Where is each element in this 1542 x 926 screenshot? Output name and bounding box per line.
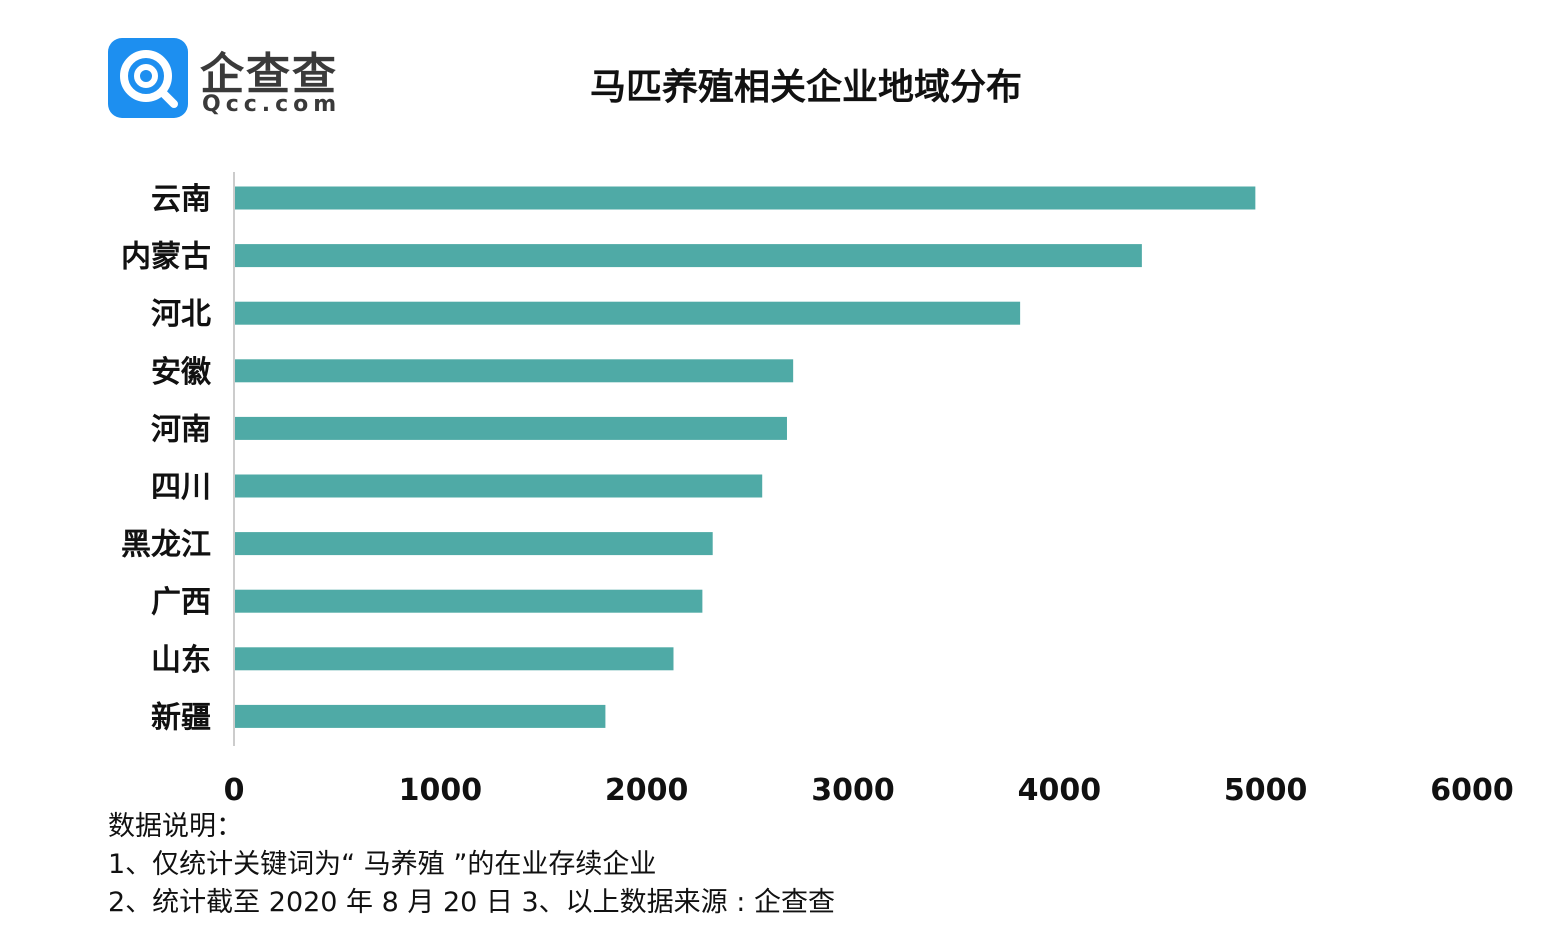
category-label: 河北 (151, 297, 211, 332)
x-tick-label: 2000 (605, 773, 689, 808)
data-notes: 数据说明： 1、仅统计关键词为“ 马养殖 ”的在业存续企业 2、统计截至 202… (108, 808, 835, 922)
qcc-logo: 企查查 Qcc.com (108, 38, 353, 120)
x-tick-label: 4000 (1018, 773, 1102, 808)
category-label: 山东 (151, 643, 211, 678)
category-label: 广西 (151, 585, 211, 620)
x-tick-label: 3000 (811, 773, 895, 808)
x-tick-label: 0 (224, 773, 245, 808)
bar (235, 244, 1142, 268)
category-label: 内蒙古 (121, 240, 211, 275)
category-label: 四川 (151, 470, 211, 505)
chart-title: 马匹养殖相关企业地域分布 (589, 67, 1022, 108)
x-tick-label: 6000 (1430, 773, 1514, 808)
category-label: 河南 (151, 412, 211, 447)
bar (235, 474, 763, 498)
notes-heading: 数据说明： (108, 811, 243, 842)
category-label: 安徽 (151, 355, 212, 390)
bar (235, 359, 794, 383)
x-tick-label: 5000 (1224, 773, 1308, 808)
category-label: 黑龙江 (121, 528, 211, 563)
category-label: 新疆 (151, 700, 211, 735)
notes-line-1: 1、仅统计关键词为“ 马养殖 ”的在业存续企业 (108, 849, 657, 880)
logo-domain: Qcc.com (202, 92, 342, 117)
bar (235, 301, 1021, 325)
bar (235, 416, 787, 440)
notes-line-2: 2、统计截至 2020 年 8 月 20 日 3、以上数据来源 : 企查查 (108, 887, 835, 918)
bar (235, 532, 713, 556)
bar (235, 589, 703, 613)
x-tick-label: 1000 (399, 773, 483, 808)
category-label: 云南 (151, 182, 211, 217)
bar (235, 186, 1256, 210)
logo-name: 企查查 (200, 49, 338, 100)
qcc-logo-icon (108, 38, 188, 118)
bar (235, 647, 674, 671)
bar (235, 704, 606, 728)
